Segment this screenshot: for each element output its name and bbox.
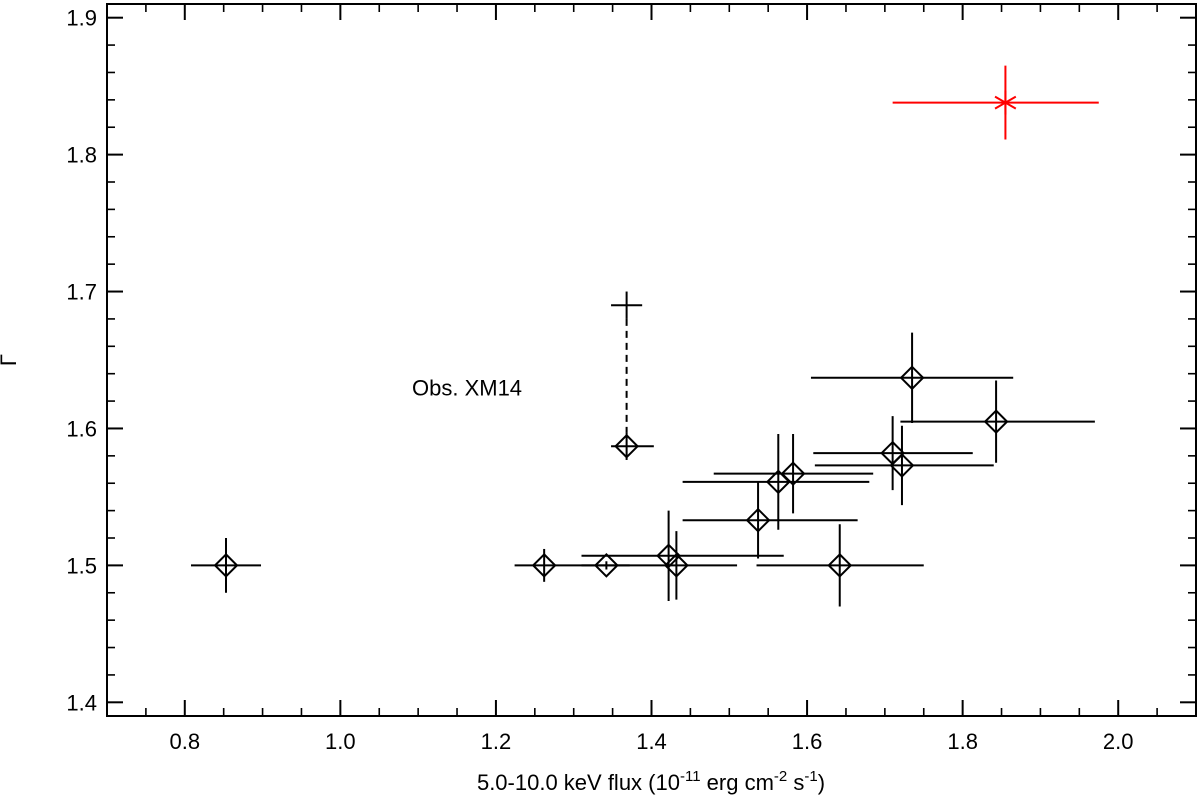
- y-tick-label: 1.9: [66, 6, 97, 31]
- y-tick-label: 1.6: [66, 416, 97, 441]
- diamond-marker: [213, 552, 239, 578]
- y-tick-label: 1.4: [66, 690, 97, 715]
- x-tick-label: 1.4: [636, 729, 667, 754]
- diamond-marker: [780, 461, 806, 487]
- x-tick-label: 0.8: [169, 729, 200, 754]
- x-tick-label: 1.2: [481, 729, 512, 754]
- x-tick-label: 2.0: [1103, 729, 1134, 754]
- diamond-marker: [614, 433, 640, 459]
- diamond-marker: [983, 409, 1009, 435]
- data-point: [682, 433, 870, 530]
- data-point: [810, 332, 1014, 423]
- x-tick-label: 1.6: [792, 729, 823, 754]
- data-point: [813, 416, 973, 491]
- diamond-marker: [663, 552, 689, 578]
- data-point: [900, 380, 1095, 463]
- tick-labels: 0.8 1.0 1.2 1.4 1.6 1.8 2.0 1.4 1.5 1.6 1.7 1.8 1.9: [66, 6, 1133, 754]
- diamond-marker: [899, 365, 925, 391]
- diamond-marker: [889, 453, 915, 478]
- y-axis-label: Γ: [0, 354, 21, 366]
- data-point: [581, 510, 784, 601]
- x-axis-label-exp2: -2: [774, 768, 787, 785]
- data-point: [713, 433, 874, 514]
- x-axis-label-exp3: -1: [804, 768, 817, 785]
- data-point: [581, 531, 738, 600]
- xm14-alt-point: [611, 291, 643, 319]
- data-point: [611, 432, 654, 460]
- diamond-marker: [531, 552, 557, 578]
- star-marker-stroke: [994, 95, 1017, 110]
- x-tick-label: 1.0: [325, 729, 356, 754]
- x-axis-label-suffix: ): [818, 770, 825, 795]
- data-points: [191, 65, 1099, 607]
- diamond-marker: [827, 552, 853, 578]
- y-tick-label: 1.7: [66, 280, 97, 305]
- data-point: [814, 425, 994, 506]
- data-point: [682, 481, 858, 559]
- data-point: [756, 524, 924, 607]
- data-point: [191, 538, 262, 593]
- plot-frame: [106, 3, 1197, 717]
- x-axis-label-mid2: s: [787, 770, 804, 795]
- x-axis-label: 5.0-10.0 keV flux (10-11 erg cm-2 s-1): [477, 768, 825, 795]
- axis-ticks: [107, 4, 1196, 716]
- diamond-marker: [745, 507, 771, 533]
- annotation-obs-xm14: Obs. XM14: [412, 375, 522, 400]
- data-point: [514, 548, 584, 582]
- x-axis-label-exp1: -11: [680, 768, 701, 785]
- y-tick-label: 1.8: [66, 143, 97, 168]
- x-axis-label-prefix: 5.0-10.0 keV flux (10: [477, 770, 680, 795]
- x-axis-label-mid1: erg cm: [701, 770, 774, 795]
- highlight-point: [892, 65, 1099, 140]
- x-tick-label: 1.8: [947, 729, 978, 754]
- diamond-marker: [593, 552, 619, 578]
- y-tick-label: 1.5: [66, 553, 97, 578]
